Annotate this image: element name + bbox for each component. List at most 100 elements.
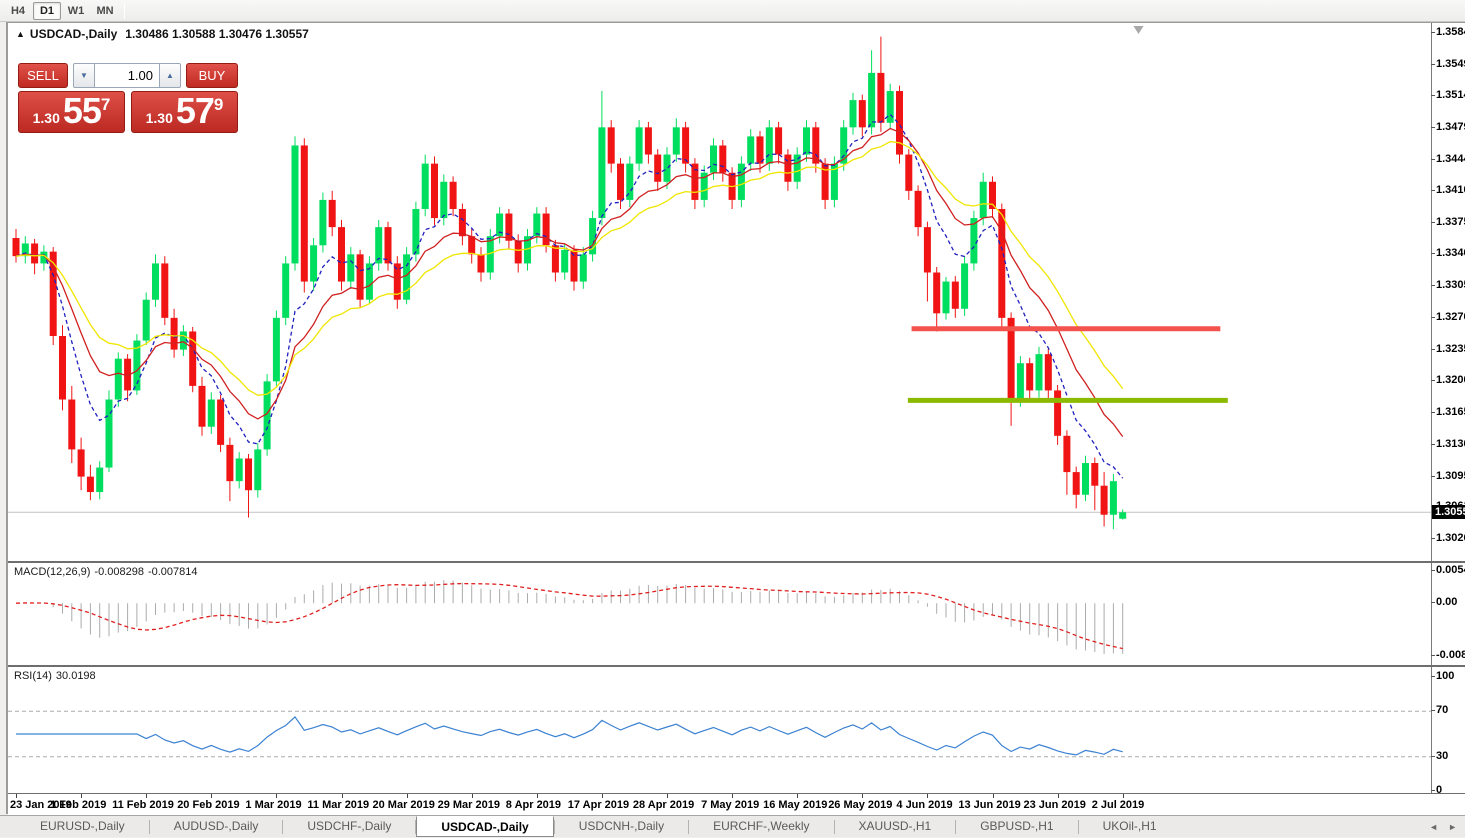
date-tick	[341, 794, 343, 798]
tab-scroll-left-icon[interactable]: ◄	[1429, 822, 1439, 832]
date-axis-label: 20 Feb 2019	[177, 799, 240, 811]
macd-axis-label: 0.005484	[1431, 564, 1465, 576]
chart-symbol-period: USDCAD-,Daily	[29, 27, 118, 41]
price-axis-label: 1.32700	[1431, 311, 1465, 323]
rsi-pane[interactable]: RSI(14) 30.0198 100 70 30 0	[8, 667, 1465, 793]
ma-line-7	[15, 113, 1124, 479]
bid-price-big: 55	[62, 90, 102, 131]
date-axis[interactable]: 23 Jan 2019 1 Feb 2019 11 Feb 2019 20 Feb 2…	[8, 793, 1465, 815]
date-axis-label: 20 Mar 2019	[372, 799, 435, 811]
volume-input[interactable]	[95, 63, 159, 88]
tab-separator	[1077, 819, 1079, 834]
date-tick	[146, 794, 148, 798]
price-axis-label: 1.33050	[1431, 279, 1465, 291]
date-axis-label: 26 May 2019	[828, 799, 893, 811]
volume-decrease-button[interactable]: ▼	[73, 63, 95, 88]
rsi-axis-label: 30	[1430, 749, 1449, 762]
chart-tab-EURUSD-Daily[interactable]: EURUSD-,Daily	[40, 819, 125, 833]
rsi-line	[16, 715, 1123, 756]
ma-line-13	[15, 127, 1124, 437]
chart-tab-XAUUSD-H1[interactable]: XAUUSD-,H1	[858, 819, 932, 833]
date-axis-label: 11 Mar 2019	[307, 799, 370, 811]
price-pane[interactable]: ▲ USDCAD-,Daily 1.30486 1.30588 1.30476 1.…	[8, 23, 1465, 561]
chart-title: ▲ USDCAD-,Daily 1.30486 1.30588 1.30476 1.…	[16, 27, 309, 41]
date-tick	[211, 794, 213, 798]
price-axis-label: 1.31650	[1431, 406, 1465, 418]
date-axis-label: 2 Jul 2019	[1091, 799, 1145, 811]
macd-signal-value: -0.007814	[147, 566, 198, 578]
price-axis[interactable]: 1.35840 1.35490 1.35140 1.34790 1.34440 1.341…	[1431, 23, 1465, 561]
sell-button[interactable]: SELL	[18, 63, 68, 88]
date-tick	[16, 794, 17, 798]
date-axis-label: 23 Jun 2019	[1023, 799, 1086, 811]
macd-chart-canvas[interactable]	[8, 563, 1431, 665]
rsi-value: 30.0198	[55, 670, 96, 682]
chart-tab-EURCHF-Weekly[interactable]: EURCHF-,Weekly	[713, 819, 810, 833]
price-axis-label: 1.32000	[1431, 374, 1465, 386]
price-axis-label: 1.35490	[1431, 58, 1465, 70]
macd-axis-label: 0.00	[1430, 596, 1458, 609]
macd-label: MACD(12,26,9) -0.008298 -0.007814	[14, 566, 202, 578]
price-axis-label: 1.33400	[1431, 247, 1465, 259]
timeframe-button-H4[interactable]: H4	[10, 4, 26, 17]
ask-price-pip: 9	[213, 95, 224, 114]
chart-tab-GBPUSD-H1[interactable]: GBPUSD-,H1	[980, 819, 1054, 833]
rsi-axis: 100 70 30 0	[1430, 667, 1465, 793]
date-tick	[276, 794, 278, 798]
date-tick	[862, 794, 864, 798]
rsi-axis-label: 0	[1430, 784, 1442, 793]
buy-button[interactable]: BUY	[186, 63, 238, 88]
chart-shift-marker-icon	[1133, 26, 1144, 34]
macd-signal-line	[15, 582, 1123, 650]
collapse-chart-icon[interactable]: ▲	[16, 29, 25, 39]
date-axis-label: 23 Jan 2019	[10, 799, 72, 811]
price-axis-label: 1.35140	[1431, 89, 1465, 101]
tab-separator	[553, 819, 555, 834]
price-chart-canvas[interactable]	[8, 23, 1431, 561]
date-tick	[1122, 794, 1124, 798]
volume-increase-button[interactable]: ▲	[159, 63, 181, 88]
price-axis-label: 1.33750	[1431, 216, 1465, 228]
bid-quote-button[interactable]: 1.30 55 7	[18, 91, 125, 133]
date-axis-label: 17 Apr 2019	[567, 799, 630, 811]
price-axis-label: 1.30950	[1431, 470, 1465, 482]
tab-scroll-right-icon[interactable]: ►	[1448, 822, 1457, 832]
macd-pane[interactable]: MACD(12,26,9)-0.008298-0.007814 0.005484…	[8, 563, 1465, 665]
price-axis-label: 1.34790	[1431, 121, 1465, 133]
date-tick	[992, 794, 994, 798]
date-tick	[797, 794, 799, 798]
chart-tab-bar: EURUSD-,Daily AUDUSD-,Daily USDCHF-,Daily U…	[0, 815, 1465, 837]
bid-price-pip: 7	[100, 95, 111, 114]
chart-tab-USDCNH-Daily[interactable]: USDCNH-,Daily	[578, 819, 665, 833]
tab-separator	[148, 819, 150, 834]
date-axis-label: 16 May 2019	[763, 799, 828, 811]
rsi-label: RSI(14) 30.0198	[14, 670, 100, 682]
price-axis-label: 1.31300	[1431, 438, 1465, 450]
price-axis-label: 1.34440	[1431, 153, 1465, 165]
timeframe-button-MN[interactable]: MN	[96, 4, 114, 17]
date-tick	[1057, 794, 1059, 798]
chart-tab-UKOil-H1[interactable]: UKOil-,H1	[1102, 819, 1157, 833]
chart-tab-AUDUSD-Daily[interactable]: AUDUSD-,Daily	[173, 819, 259, 833]
rsi-indicator-name: RSI(14)	[14, 670, 52, 682]
date-tick	[536, 794, 538, 798]
timeframe-button-W1[interactable]: W1	[67, 4, 85, 17]
macd-indicator-name: MACD(12,26,9)	[14, 566, 91, 578]
date-axis-label: 7 May 2019	[701, 799, 760, 811]
rsi-chart-canvas[interactable]	[8, 667, 1431, 793]
tab-separator	[688, 819, 690, 834]
chart-window: ▲ USDCAD-,Daily 1.30486 1.30588 1.30476 1.…	[6, 22, 1465, 815]
price-axis-label: 1.35840	[1431, 26, 1465, 38]
date-axis-label: 29 Mar 2019	[437, 799, 500, 811]
chart-tab-USDCAD-Daily[interactable]: USDCAD-,Daily	[416, 816, 554, 837]
pane-splitter-rsi[interactable]	[8, 665, 1465, 667]
chart-tab-USDCHF-Daily[interactable]: USDCHF-,Daily	[307, 819, 392, 833]
toolbar-separator	[124, 2, 125, 19]
date-axis-label: 28 Apr 2019	[632, 799, 695, 811]
chart-ohlc-values: 1.30486 1.30588 1.30476 1.30557	[125, 27, 309, 41]
ask-price-small: 1.30	[145, 110, 173, 126]
pane-splitter-macd[interactable]	[8, 561, 1465, 563]
ask-quote-button[interactable]: 1.30 57 9	[131, 91, 238, 133]
timeframe-button-D1[interactable]: D1	[33, 1, 61, 20]
